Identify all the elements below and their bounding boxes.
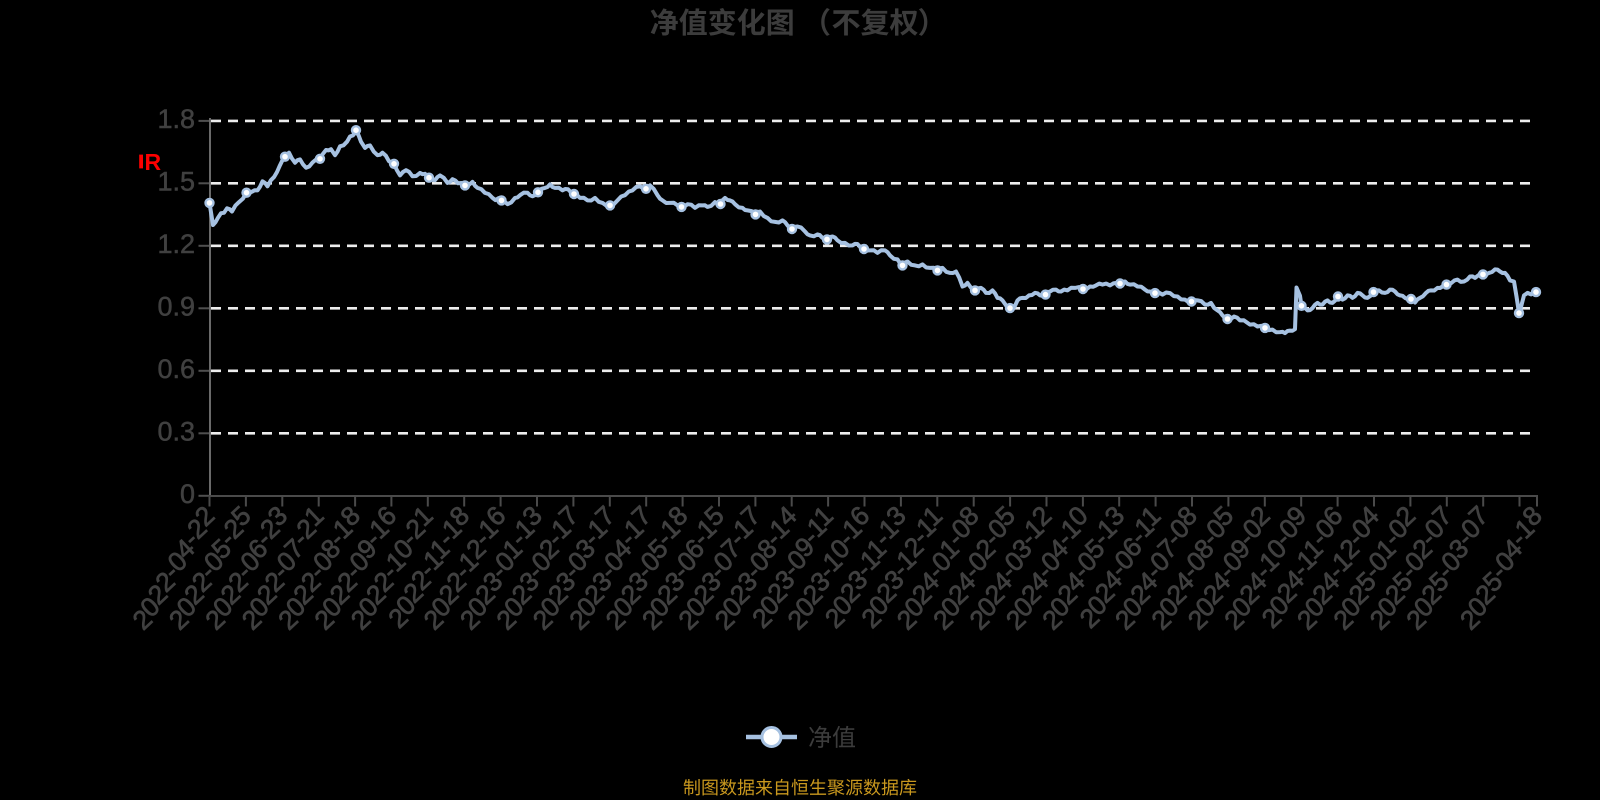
svg-text:0.9: 0.9 [157,291,195,321]
svg-text:R: R [145,149,162,175]
svg-text:1.2: 1.2 [157,229,195,259]
svg-text:0.3: 0.3 [157,416,195,446]
svg-text:1.5: 1.5 [157,166,195,196]
svg-text:1.8: 1.8 [157,104,195,134]
svg-text:0.6: 0.6 [157,354,195,384]
svg-text:0: 0 [180,479,195,509]
